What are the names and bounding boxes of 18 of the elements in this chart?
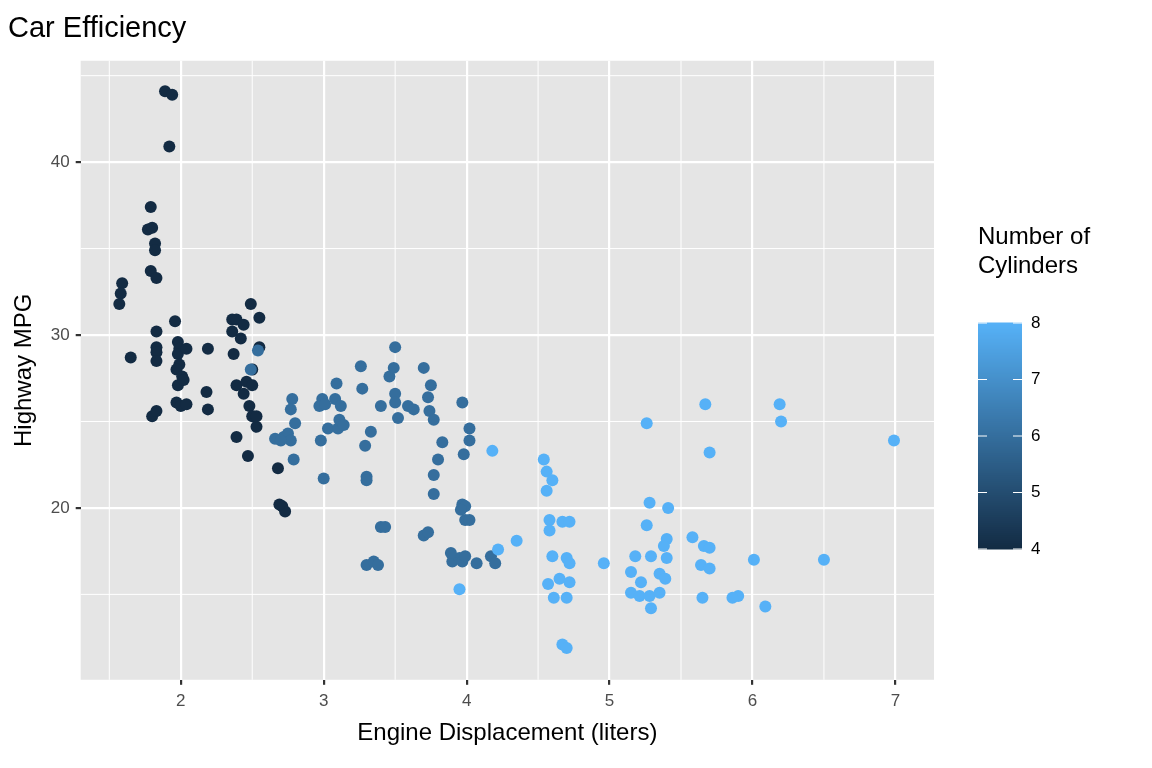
y-tick-label: 20	[50, 497, 70, 517]
color-bar-label: 7	[1031, 369, 1041, 389]
y-axis-title: Highway MPG	[9, 293, 37, 447]
color-bar-label: 4	[1031, 538, 1041, 558]
x-axis-title: Engine Displacement (liters)	[357, 718, 658, 746]
color-bar-label: 6	[1031, 425, 1041, 445]
chart-title: Car Efficiency	[8, 11, 187, 44]
color-bar-title: Number of Cylinders	[978, 222, 1091, 278]
x-tick-label: 2	[176, 690, 186, 710]
y-tick-label: 40	[50, 151, 70, 171]
x-tick-label: 6	[747, 690, 758, 710]
x-tick-label: 3	[318, 690, 329, 710]
color-bar-label: 8	[1031, 312, 1041, 332]
y-tick-label: 30	[50, 324, 70, 344]
x-tick-label: 4	[461, 690, 472, 710]
x-tick-label: 5	[604, 690, 615, 710]
color-bar-label: 5	[1031, 482, 1041, 502]
x-tick-label: 7	[890, 690, 901, 710]
